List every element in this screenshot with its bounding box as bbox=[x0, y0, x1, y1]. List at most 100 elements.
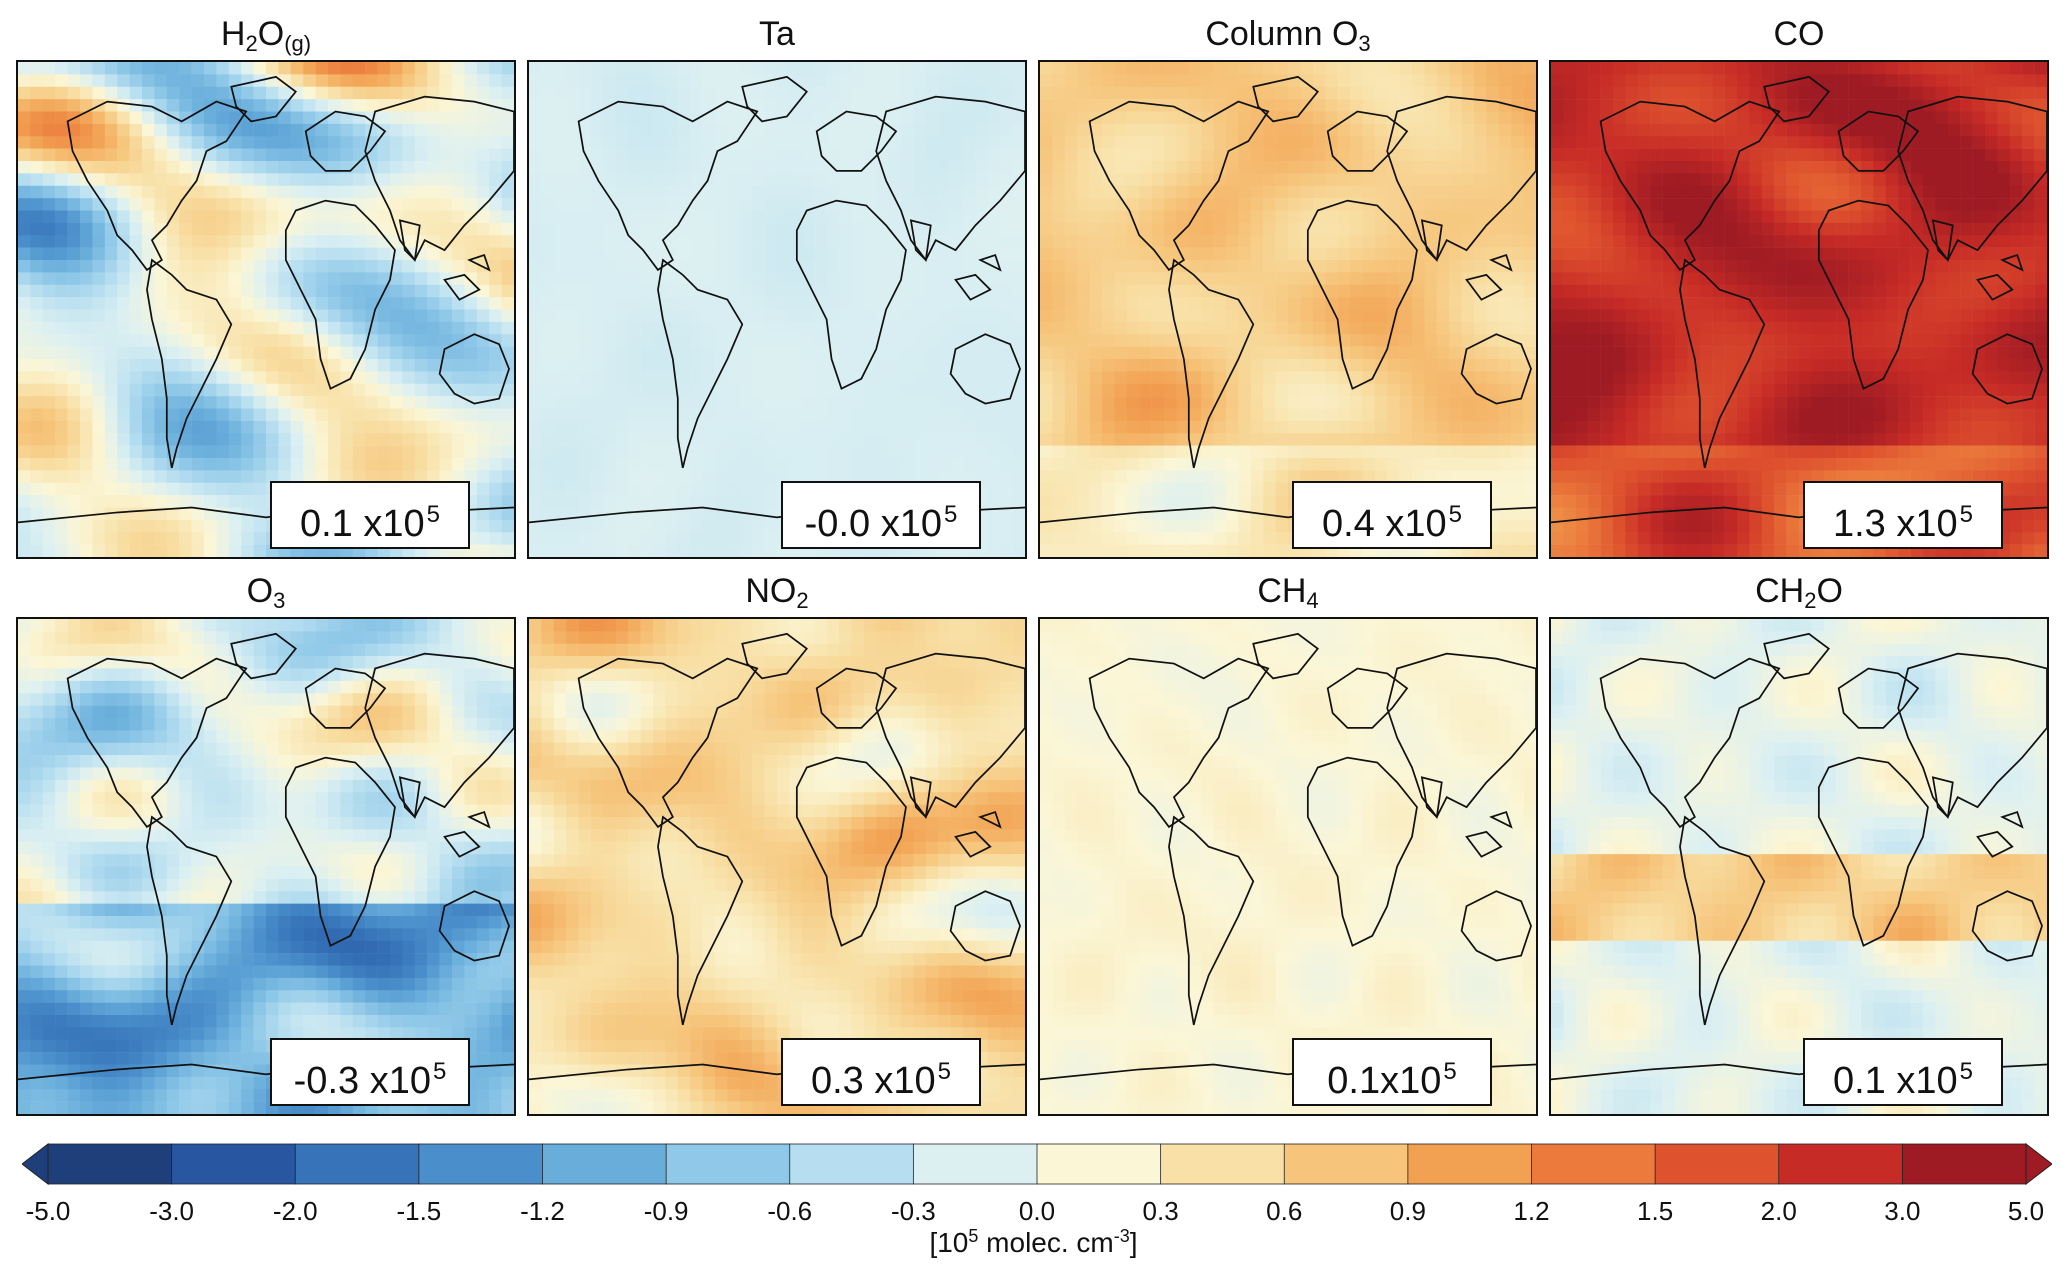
global-mean-box: 0.3 x105 bbox=[781, 1038, 981, 1106]
colorbar-bin bbox=[1160, 1143, 1286, 1185]
continent-outline bbox=[146, 815, 233, 1026]
continent-outline bbox=[1326, 110, 1409, 172]
colorbar-tick-label: 0.9 bbox=[1389, 1196, 1426, 1226]
continent-outline bbox=[66, 657, 248, 829]
colorbar-bin bbox=[1407, 1143, 1533, 1185]
panel-title: Column O3 bbox=[1205, 15, 1371, 56]
continent-outline bbox=[1837, 110, 1920, 172]
continent-outline bbox=[1465, 273, 1503, 301]
colorbar-bin bbox=[912, 1143, 1038, 1185]
continent-outline bbox=[1420, 776, 1443, 819]
continent-outline bbox=[467, 810, 491, 829]
continent-outline bbox=[304, 667, 387, 729]
global-mean-box: 0.1 x105 bbox=[270, 481, 470, 549]
continent-outline bbox=[1168, 815, 1255, 1026]
difference-field bbox=[18, 619, 514, 1114]
continent-outline bbox=[467, 253, 491, 272]
colorbar-bin bbox=[1036, 1143, 1162, 1185]
continent-outline bbox=[875, 652, 1025, 819]
colorbar-tick-label: -5.0 bbox=[25, 1196, 71, 1226]
colorbar-tick-label: 5.0 bbox=[2007, 1196, 2045, 1226]
map-panel-h2o: H2O(g) 0.1 x105 bbox=[16, 8, 516, 559]
continent-outline bbox=[146, 258, 233, 469]
continent-outline bbox=[1931, 219, 1954, 262]
colorbar-tick-label: -2.0 bbox=[272, 1196, 318, 1226]
continent-outline bbox=[741, 75, 808, 123]
continent-outline bbox=[1306, 199, 1418, 390]
continent-outline bbox=[1976, 273, 2014, 301]
world-map: 0.1 x105 bbox=[16, 60, 516, 559]
continent-outline bbox=[1252, 75, 1319, 123]
colorbar-tick-label: -3.0 bbox=[149, 1196, 195, 1226]
continent-outline bbox=[1168, 258, 1255, 469]
colorbar-bin bbox=[294, 1143, 420, 1185]
global-mean-box: 0.1 x105 bbox=[1803, 1038, 2003, 1106]
continent-outline bbox=[1088, 100, 1270, 272]
panel-title: CH2O bbox=[1755, 572, 1843, 613]
continent-outline bbox=[398, 776, 421, 819]
continent-outline bbox=[1679, 815, 1766, 1026]
panel-title: Ta bbox=[759, 15, 795, 53]
continent-outline bbox=[815, 110, 898, 172]
continent-outline bbox=[1971, 890, 2043, 962]
continent-outline bbox=[949, 890, 1021, 962]
colorbar-tick-label: -0.3 bbox=[890, 1196, 936, 1226]
continent-outline bbox=[284, 756, 396, 947]
continent-outline bbox=[657, 258, 744, 469]
world-map: 1.3 x105 bbox=[1549, 60, 2049, 559]
continent-outline bbox=[1088, 657, 1270, 829]
continent-outline bbox=[954, 273, 992, 301]
continent-outline bbox=[1252, 632, 1319, 680]
panel-title: CO bbox=[1773, 15, 1825, 53]
continent-outline bbox=[1817, 199, 1929, 390]
continent-outline bbox=[1897, 652, 2047, 819]
map-panel-co: CO 1.3 x105 bbox=[1549, 8, 2049, 559]
continent-outline bbox=[284, 199, 396, 390]
continent-outline bbox=[1460, 890, 1532, 962]
continent-outline bbox=[741, 632, 808, 680]
map-panel-ch4: CH4 0.1x105 bbox=[1038, 565, 1538, 1116]
continent-outline bbox=[304, 110, 387, 172]
colorbar bbox=[22, 1142, 2052, 1186]
continent-outline bbox=[438, 333, 510, 405]
continent-outline bbox=[398, 219, 421, 262]
continent-outline bbox=[1326, 667, 1409, 729]
map-panel-o3: O3 -0.3 x105 bbox=[16, 565, 516, 1116]
continent-outline bbox=[1306, 756, 1418, 947]
colorbar-tick-label: 1.2 bbox=[1513, 1196, 1550, 1226]
colorbar-left-arrow bbox=[22, 1142, 49, 1186]
global-mean-box: -0.0 x105 bbox=[781, 481, 981, 549]
colorbar-tick-label: 2.0 bbox=[1760, 1196, 1797, 1226]
continent-outline bbox=[1489, 810, 1513, 829]
continent-outline bbox=[1817, 756, 1929, 947]
difference-field bbox=[1040, 619, 1536, 1114]
colorbar-tick-label: -0.6 bbox=[767, 1196, 813, 1226]
continent-outline bbox=[978, 253, 1002, 272]
continent-outline bbox=[1931, 776, 1954, 819]
panel-title: CH4 bbox=[1257, 572, 1319, 613]
colorbar-bin bbox=[171, 1143, 297, 1185]
map-panel-ch2o: CH2O 0.1 x105 bbox=[1549, 565, 2049, 1116]
continent-outline bbox=[364, 95, 514, 262]
continent-outline bbox=[438, 890, 510, 962]
continent-outline bbox=[1386, 95, 1536, 262]
difference-field bbox=[529, 62, 1025, 557]
continent-outline bbox=[1460, 333, 1532, 405]
continent-outline bbox=[954, 830, 992, 858]
continent-outline bbox=[66, 100, 248, 272]
world-map: 0.1x105 bbox=[1038, 617, 1538, 1116]
colorbar-tick-label: 0.3 bbox=[1142, 1196, 1179, 1226]
continent-outline bbox=[1465, 830, 1503, 858]
difference-field bbox=[1040, 62, 1536, 557]
continent-outline bbox=[1763, 632, 1830, 680]
continent-outline bbox=[795, 199, 907, 390]
continent-outline bbox=[230, 632, 297, 680]
continent-outline bbox=[909, 776, 932, 819]
colorbar-bin bbox=[418, 1143, 544, 1185]
continent-outline bbox=[978, 810, 1002, 829]
difference-field bbox=[1551, 619, 2047, 1114]
continent-outline bbox=[909, 219, 932, 262]
panel-title: H2O(g) bbox=[220, 15, 312, 56]
colorbar-bin bbox=[542, 1143, 668, 1185]
continent-outline bbox=[657, 815, 744, 1026]
